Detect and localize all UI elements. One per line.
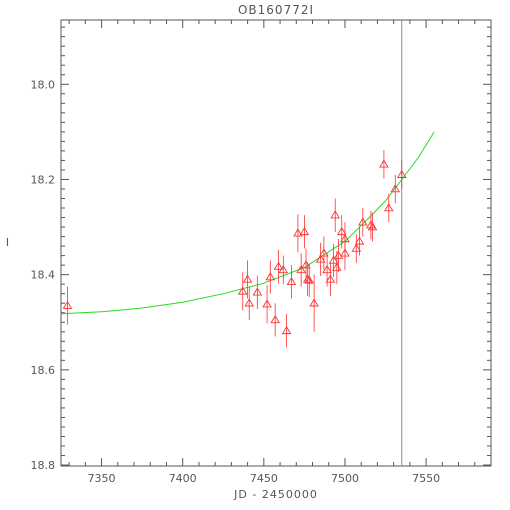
triangle-marker	[315, 254, 326, 263]
y-axis-title: I	[6, 236, 10, 249]
triangle-marker	[328, 255, 339, 264]
triangle-marker	[242, 274, 253, 283]
data-point	[309, 274, 319, 332]
data-point	[325, 262, 336, 297]
triangle-marker	[319, 248, 329, 257]
triangle-marker	[237, 286, 248, 295]
data-point	[242, 260, 253, 299]
y-tick-label: 18.2	[31, 173, 56, 186]
data-point	[332, 250, 342, 285]
triangle-marker	[322, 265, 332, 274]
triangle-marker	[286, 276, 297, 286]
data-point	[333, 238, 344, 273]
triangle-marker	[304, 275, 315, 284]
data-point	[390, 174, 401, 204]
data-point	[358, 208, 368, 237]
triangle-marker	[330, 210, 341, 219]
data-point	[286, 265, 297, 299]
x-tick-label: 7550	[412, 472, 440, 485]
data-point	[351, 234, 362, 263]
data-point	[367, 212, 378, 242]
data-point	[396, 160, 407, 189]
triangle-marker	[354, 236, 365, 245]
triangle-marker	[351, 243, 362, 252]
triangle-marker	[333, 250, 344, 259]
data-point	[262, 285, 272, 324]
y-tick-label: 18.4	[31, 269, 56, 282]
triangle-marker	[358, 217, 368, 226]
triangle-marker	[383, 203, 394, 212]
triangle-marker	[62, 300, 73, 309]
triangle-marker	[244, 298, 255, 307]
triangle-marker	[390, 184, 401, 193]
data-point	[252, 275, 263, 309]
triangle-marker	[296, 265, 306, 274]
data-point	[270, 303, 280, 337]
data-point	[330, 198, 341, 232]
data-point	[379, 149, 389, 179]
data-point	[237, 272, 248, 311]
triangle-marker	[367, 222, 378, 231]
data-point	[281, 314, 292, 348]
y-tick-label: 18.8	[31, 459, 56, 472]
chart-title: OB160772I	[238, 3, 314, 17]
data-points	[62, 149, 407, 348]
axis-tick-labels: 7350 7400 7450 7500 7550 18.0 18.2 18.4 18.6 18.8	[31, 78, 441, 485]
triangle-marker	[281, 325, 292, 335]
triangle-marker	[252, 287, 263, 296]
axis-ticks	[61, 20, 491, 466]
data-point	[265, 260, 276, 294]
data-point	[244, 286, 255, 320]
triangle-marker	[379, 159, 389, 168]
data-point	[278, 255, 289, 285]
data-point	[340, 236, 350, 270]
data-point	[383, 193, 394, 223]
triangle-marker	[340, 248, 350, 257]
x-tick-label: 7450	[250, 472, 278, 485]
triangle-marker	[299, 226, 310, 236]
data-point	[304, 263, 315, 298]
y-tick-label: 18.0	[31, 78, 56, 91]
data-point	[319, 236, 329, 270]
plot-frame	[60, 19, 492, 467]
triangle-marker	[278, 265, 289, 274]
triangle-marker	[273, 261, 284, 270]
data-point	[62, 286, 73, 325]
data-point	[328, 243, 339, 278]
data-point	[315, 242, 326, 277]
triangle-marker	[396, 169, 407, 178]
data-point	[273, 249, 284, 284]
data-point	[293, 214, 303, 253]
x-tick-label: 7500	[331, 472, 359, 485]
triangle-marker	[265, 272, 276, 281]
data-point	[354, 227, 365, 256]
x-tick-label: 7350	[88, 472, 116, 485]
triangle-marker	[262, 299, 272, 308]
triangle-marker	[336, 226, 347, 236]
x-axis-title: JD - 2450000	[233, 488, 318, 501]
data-point	[336, 215, 347, 249]
data-point	[296, 253, 306, 287]
triangle-marker	[325, 274, 336, 283]
triangle-marker	[309, 298, 319, 307]
data-point	[299, 215, 310, 249]
y-tick-label: 18.6	[31, 364, 56, 377]
triangle-marker	[270, 314, 280, 324]
triangle-marker	[293, 228, 303, 237]
x-tick-label: 7400	[169, 472, 197, 485]
